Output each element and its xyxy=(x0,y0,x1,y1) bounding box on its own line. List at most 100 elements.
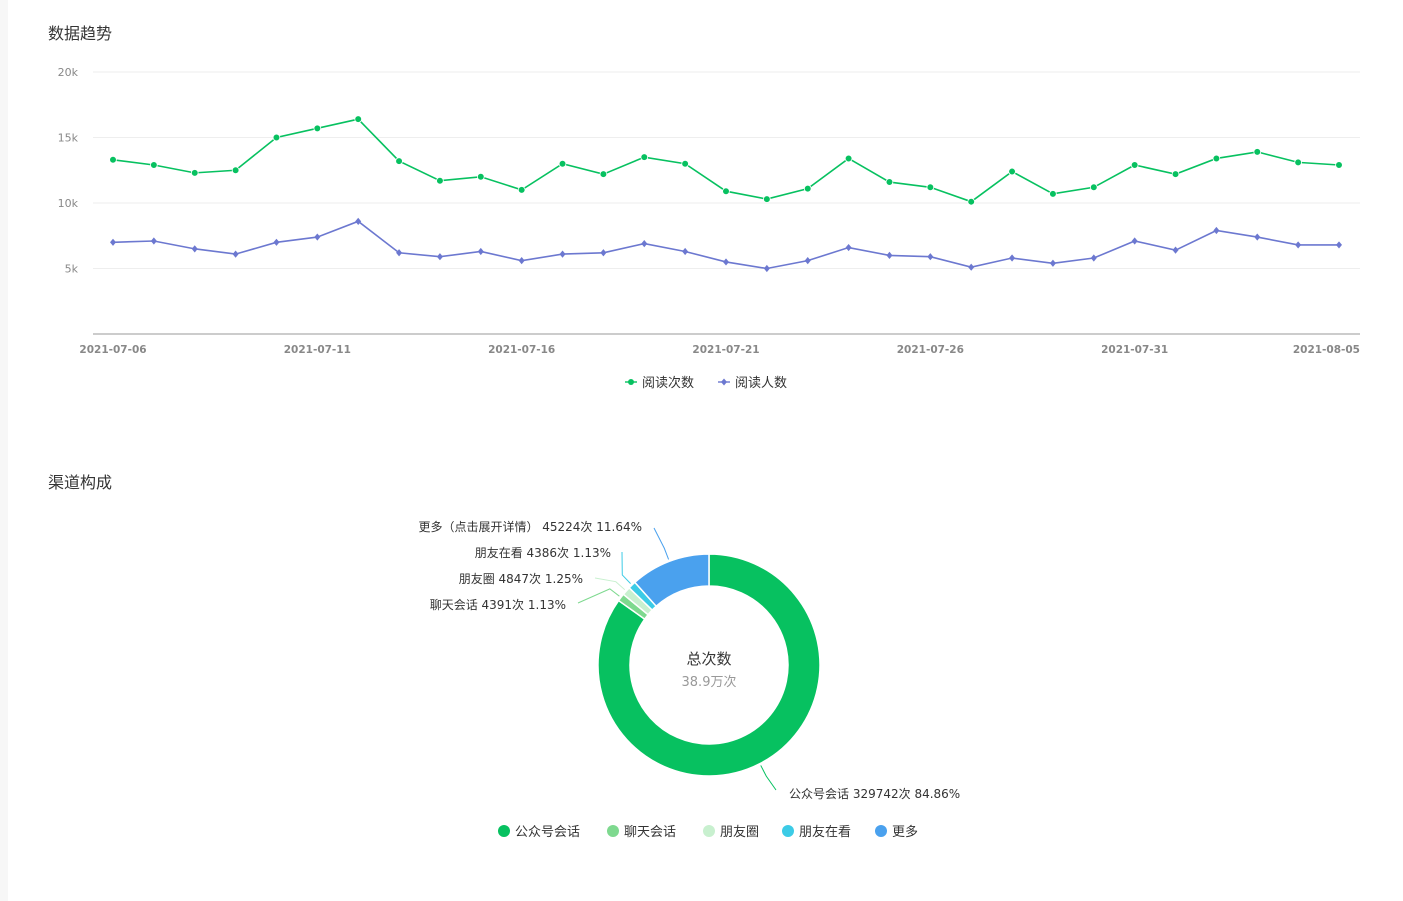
legend-label: 公众号会话 xyxy=(515,825,580,840)
slice-leader-line xyxy=(653,527,670,560)
data-point[interactable] xyxy=(1090,183,1098,192)
data-point[interactable] xyxy=(682,247,689,256)
data-point[interactable] xyxy=(395,157,403,165)
data-point[interactable] xyxy=(517,186,526,194)
data-point[interactable] xyxy=(886,251,893,259)
data-point[interactable] xyxy=(763,264,770,273)
data-point[interactable] xyxy=(476,173,485,181)
legend-item[interactable]: 阅读人数 xyxy=(718,376,787,391)
legend-marker xyxy=(703,825,715,837)
legend-label: 更多 xyxy=(892,824,918,840)
data-point[interactable] xyxy=(354,115,363,123)
data-point[interactable] xyxy=(723,258,729,266)
x-tick-label: 2021-07-26 xyxy=(897,344,964,356)
data-point[interactable] xyxy=(1294,158,1302,167)
data-point[interactable] xyxy=(396,249,403,257)
data-point[interactable] xyxy=(927,253,934,261)
data-point[interactable] xyxy=(803,184,812,193)
data-point[interactable] xyxy=(804,257,811,265)
data-point[interactable] xyxy=(191,245,198,253)
y-tick-label: 15k xyxy=(58,132,79,145)
legend-item[interactable]: 聊天会话 xyxy=(607,825,676,840)
slice-label: 朋友在看 4386次 1.13% xyxy=(475,546,611,560)
data-point[interactable] xyxy=(967,197,975,206)
data-point[interactable] xyxy=(1336,241,1342,249)
data-point[interactable] xyxy=(640,153,649,161)
y-tick-label: 10k xyxy=(58,197,79,210)
legend-item[interactable]: 朋友圈 xyxy=(703,824,759,840)
data-point[interactable] xyxy=(1335,161,1343,169)
data-point[interactable] xyxy=(1049,259,1056,267)
y-tick-label: 5k xyxy=(65,263,79,276)
data-point[interactable] xyxy=(641,240,648,248)
x-tick-label: 2021-07-16 xyxy=(488,344,555,356)
data-point[interactable] xyxy=(355,217,362,225)
data-point[interactable] xyxy=(477,247,484,256)
y-tick-label: 20k xyxy=(58,66,79,79)
data-point[interactable] xyxy=(436,253,443,261)
legend-label: 聊天会话 xyxy=(624,825,676,840)
slice-label: 朋友圈 4847次 1.25% xyxy=(459,572,583,586)
data-point[interactable] xyxy=(1008,167,1016,176)
data-point[interactable] xyxy=(1254,233,1261,241)
data-point[interactable] xyxy=(763,195,771,203)
data-point[interactable] xyxy=(1049,190,1057,198)
legend-item[interactable]: 更多 xyxy=(875,824,918,840)
data-point[interactable] xyxy=(272,133,281,142)
data-point[interactable] xyxy=(681,159,689,168)
data-point[interactable] xyxy=(273,238,280,246)
data-point[interactable] xyxy=(110,238,116,246)
data-point[interactable] xyxy=(559,250,566,258)
legend-item[interactable]: 公众号会话 xyxy=(498,825,580,840)
donut-slice[interactable] xyxy=(597,553,821,777)
data-point[interactable] xyxy=(722,187,730,196)
slice-label: 更多（点击展开详情） 45224次 11.64% xyxy=(418,519,642,534)
page-left-rule xyxy=(0,0,8,901)
legend-marker xyxy=(782,825,794,837)
trend-section-title: 数据趋势 xyxy=(48,24,113,43)
data-point[interactable] xyxy=(436,176,444,185)
data-point[interactable] xyxy=(558,159,567,168)
legend-label: 朋友在看 xyxy=(799,824,851,840)
data-point[interactable] xyxy=(1172,246,1179,254)
data-point[interactable] xyxy=(600,249,607,257)
data-point[interactable] xyxy=(150,161,158,169)
data-point[interactable] xyxy=(1171,170,1180,178)
data-point[interactable] xyxy=(1253,148,1262,156)
data-point[interactable] xyxy=(1212,154,1221,163)
legend-marker xyxy=(875,825,887,837)
legend-item[interactable]: 朋友在看 xyxy=(782,824,851,840)
data-point[interactable] xyxy=(968,263,975,271)
slice-label: 公众号会话 329742次 84.86% xyxy=(789,787,960,801)
data-point[interactable] xyxy=(109,155,117,164)
data-point[interactable] xyxy=(232,250,239,258)
data-point[interactable] xyxy=(518,257,525,265)
legend-marker xyxy=(498,825,510,837)
channel-section-title: 渠道构成 xyxy=(48,473,113,492)
data-point[interactable] xyxy=(314,233,321,241)
data-point[interactable] xyxy=(845,243,852,252)
legend-marker xyxy=(628,379,634,385)
data-point[interactable] xyxy=(1295,241,1302,249)
legend-marker xyxy=(721,378,727,386)
data-point[interactable] xyxy=(885,178,894,186)
data-point[interactable] xyxy=(599,170,608,178)
data-point[interactable] xyxy=(844,154,853,163)
data-point[interactable] xyxy=(1131,237,1138,245)
slice-leader-line xyxy=(594,577,626,591)
data-point[interactable] xyxy=(926,183,935,192)
data-point[interactable] xyxy=(1130,161,1139,169)
data-point[interactable] xyxy=(231,166,240,175)
data-point[interactable] xyxy=(313,124,322,133)
data-point[interactable] xyxy=(190,169,199,177)
legend-label: 阅读次数 xyxy=(642,375,694,391)
data-point[interactable] xyxy=(1213,226,1220,235)
legend-label: 朋友圈 xyxy=(720,824,759,840)
donut-slice[interactable] xyxy=(633,553,710,608)
slice-leader-line xyxy=(577,588,620,604)
data-point[interactable] xyxy=(1009,254,1016,262)
data-point[interactable] xyxy=(1090,254,1097,262)
legend-item[interactable]: 阅读次数 xyxy=(625,375,694,391)
data-point[interactable] xyxy=(150,237,157,245)
